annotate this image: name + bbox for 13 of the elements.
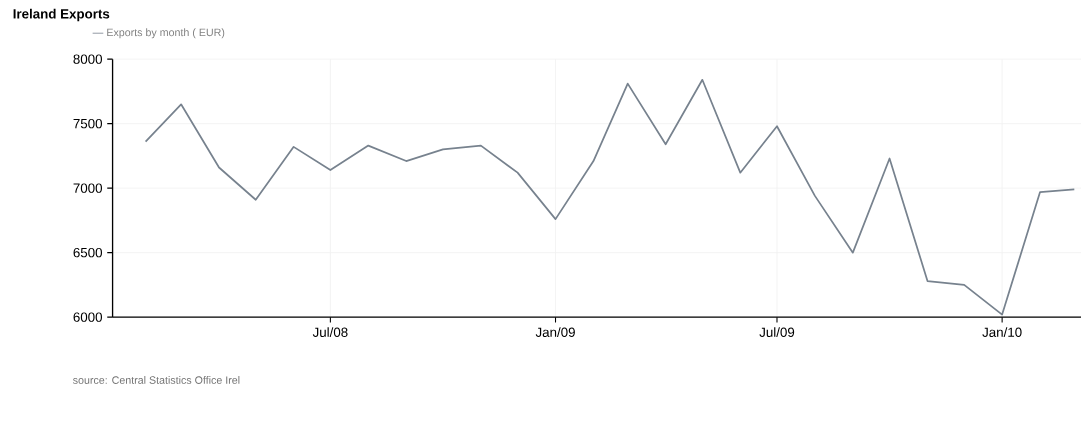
y-tick-label: 7500 (73, 118, 103, 129)
legend-label: Exports by month ( EUR) (107, 28, 225, 39)
y-tick-label: 8000 (73, 54, 103, 64)
chart-title: Ireland Exports (13, 8, 110, 22)
x-tick-label: Jan/09 (535, 327, 575, 337)
x-tick-label: Jan/10 (982, 327, 1022, 337)
line-series (144, 78, 1076, 316)
y-tick-label: 7000 (73, 183, 103, 193)
y-tick-label: 6000 (73, 312, 103, 322)
source-note: source: Central Statistics Office Irel (73, 376, 240, 384)
x-tick-label: Jul/08 (312, 327, 348, 337)
y-tick-label: 6500 (73, 247, 103, 258)
x-tick-label: Jul/09 (759, 327, 795, 337)
